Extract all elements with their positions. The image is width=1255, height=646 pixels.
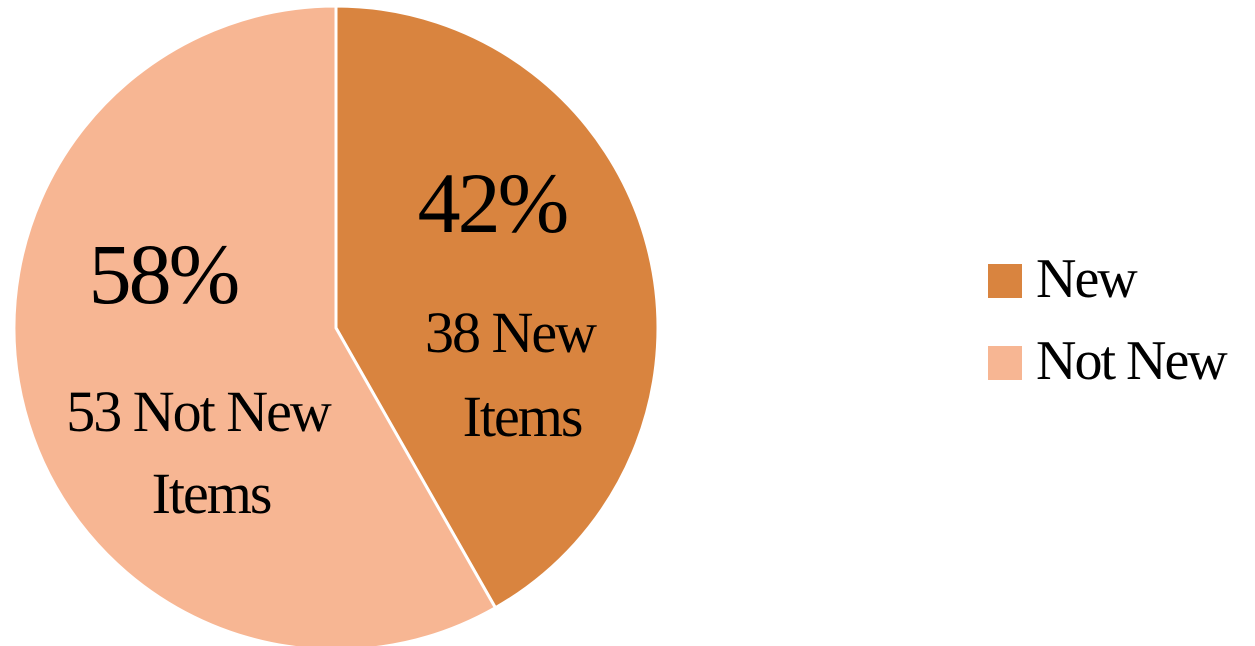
pie-slices (12, 4, 660, 646)
pie-labels: 42% 38 New Items 58% 53 Not New Items (66, 155, 599, 526)
pie-slice-not-new (12, 4, 497, 646)
legend-label: Not New (1036, 330, 1228, 392)
slice-detail-label: 53 Not New (66, 379, 332, 444)
legend: New Not New (988, 248, 1230, 392)
pie-slice-new (334, 4, 660, 610)
legend-label: New (1036, 248, 1138, 310)
slice-detail-label: Items (463, 384, 582, 449)
legend-swatch-new (988, 264, 1022, 298)
slice-detail-label: Items (152, 461, 271, 526)
slice-percent-label: 58% (89, 226, 238, 322)
slice-percent-label: 42% (418, 155, 567, 251)
legend-swatch-not-new (988, 346, 1022, 380)
slice-detail-label: 38 New (425, 300, 597, 365)
